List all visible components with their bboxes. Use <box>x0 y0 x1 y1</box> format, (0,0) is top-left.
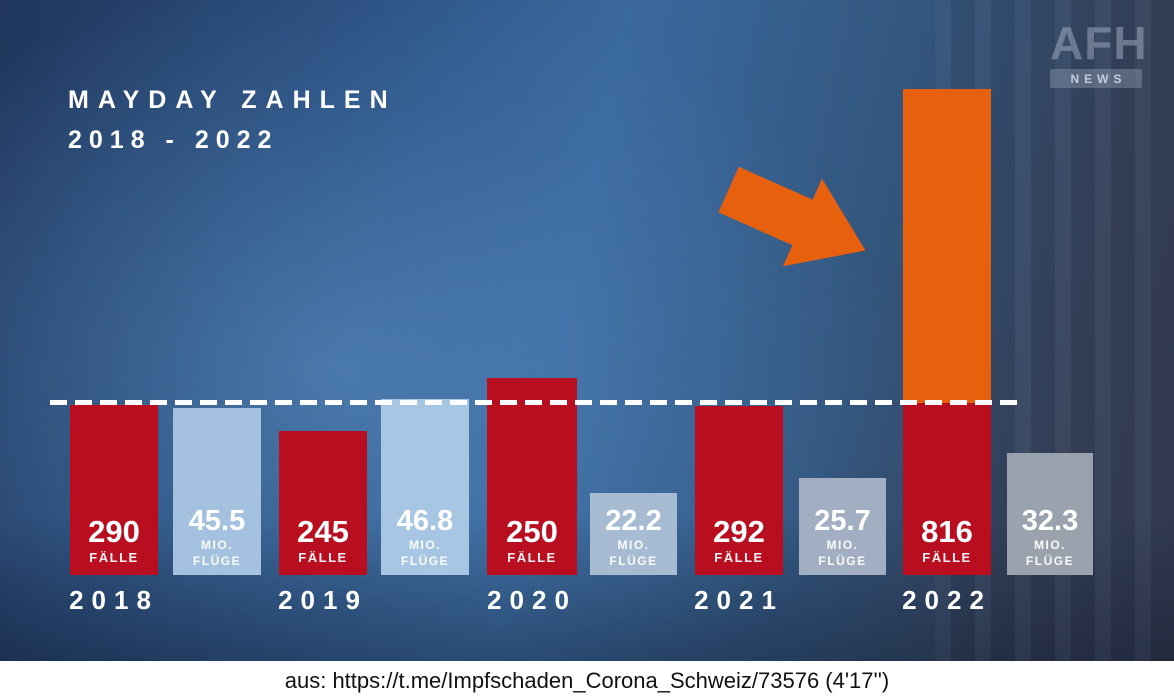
cases-unit-2020: FÄLLE <box>507 549 557 565</box>
year-label-2019: 2019 <box>278 585 368 615</box>
bar-label: 816 FÄLLE <box>903 516 991 565</box>
bar-flights-2022: 32.3 MIO. FLÜGE <box>1007 453 1093 575</box>
cases-unit-2022: FÄLLE <box>922 549 972 565</box>
bar-cases-2022-highlight-segment <box>903 89 991 403</box>
cases-unit-2018: FÄLLE <box>89 549 139 565</box>
flights-unit2-2019: FLÜGE <box>400 553 450 568</box>
bar-label: 32.3 MIO. FLÜGE <box>1007 504 1093 568</box>
chart-title: MAYDAY ZAHLEN 2018 - 2022 <box>68 86 397 155</box>
dashed-reference-line <box>50 400 1023 405</box>
source-caption: aus: https://t.me/Impfschaden_Corona_Sch… <box>0 661 1174 700</box>
flights-unit1-2019: MIO. <box>409 537 441 552</box>
cases-value-2019: 245 <box>297 513 349 549</box>
flights-unit2-2020: FLÜGE <box>609 553 658 568</box>
cases-value-2021: 292 <box>713 513 765 549</box>
bar-label: 290 FÄLLE <box>70 516 158 565</box>
afh-logo-text: AFH <box>1050 17 1148 69</box>
bar-flights-2020: 22.2 MIO. FLÜGE <box>590 493 677 575</box>
bar-label: 45.5 MIO. FLÜGE <box>173 504 261 568</box>
bar-label: 250 FÄLLE <box>487 516 577 565</box>
bar-flights-2018: 45.5 MIO. FLÜGE <box>173 408 261 575</box>
flights-value-2022: 32.3 <box>1021 504 1079 537</box>
flights-unit1-2022: MIO. <box>1034 537 1066 552</box>
cases-unit-2021: FÄLLE <box>714 549 764 565</box>
flights-unit1-2021: MIO. <box>826 537 859 552</box>
year-label-2021: 2021 <box>694 585 784 615</box>
news-badge: NEWS <box>1050 68 1142 88</box>
chart-title-line2: 2018 - 2022 <box>68 126 279 154</box>
video-frame: MAYDAY ZAHLEN 2018 - 2022 AFH NEWS 290 F… <box>0 0 1174 661</box>
arrow-shape <box>709 146 885 295</box>
flights-unit1-2020: MIO. <box>617 537 650 552</box>
chart-title-line1: MAYDAY ZAHLEN <box>68 86 397 114</box>
bar-cases-2022: 816 FÄLLE <box>903 89 991 575</box>
bar-flights-2021: 25.7 MIO. FLÜGE <box>799 478 886 575</box>
year-label-2020: 2020 <box>487 585 577 615</box>
cases-value-2022: 816 <box>921 513 973 549</box>
year-label-2018: 2018 <box>69 585 159 615</box>
year-label-2022: 2022 <box>902 585 992 615</box>
bar-cases-2022-base-segment <box>903 403 991 575</box>
flights-value-2019: 46.8 <box>396 504 454 537</box>
bar-flights-2019: 46.8 MIO. FLÜGE <box>381 399 469 575</box>
flights-value-2018: 45.5 <box>188 504 246 537</box>
flights-value-2021: 25.7 <box>814 504 871 537</box>
cases-value-2018: 290 <box>88 513 140 549</box>
bar-label: 22.2 MIO. FLÜGE <box>590 504 677 568</box>
flights-unit1-2018: MIO. <box>201 537 233 552</box>
highlight-arrow-icon <box>709 146 885 295</box>
flights-unit2-2021: FLÜGE <box>818 553 867 568</box>
bar-label: 292 FÄLLE <box>695 516 783 565</box>
bar-label: 245 FÄLLE <box>279 516 367 565</box>
flights-value-2020: 22.2 <box>605 504 662 537</box>
bar-cases-2021: 292 FÄLLE <box>695 406 783 575</box>
cases-unit-2019: FÄLLE <box>298 549 348 565</box>
bar-cases-2020: 250 FÄLLE <box>487 378 577 575</box>
afh-logo: AFH NEWS <box>1050 17 1148 88</box>
bar-cases-2019: 245 FÄLLE <box>279 431 367 575</box>
flights-unit2-2022: FLÜGE <box>1025 553 1075 568</box>
cases-value-2020: 250 <box>506 513 558 549</box>
bar-cases-2018: 290 FÄLLE <box>70 405 158 575</box>
bar-label: 46.8 MIO. FLÜGE <box>381 504 469 568</box>
flights-unit2-2018: FLÜGE <box>192 553 242 568</box>
bar-label: 25.7 MIO. FLÜGE <box>799 504 886 568</box>
